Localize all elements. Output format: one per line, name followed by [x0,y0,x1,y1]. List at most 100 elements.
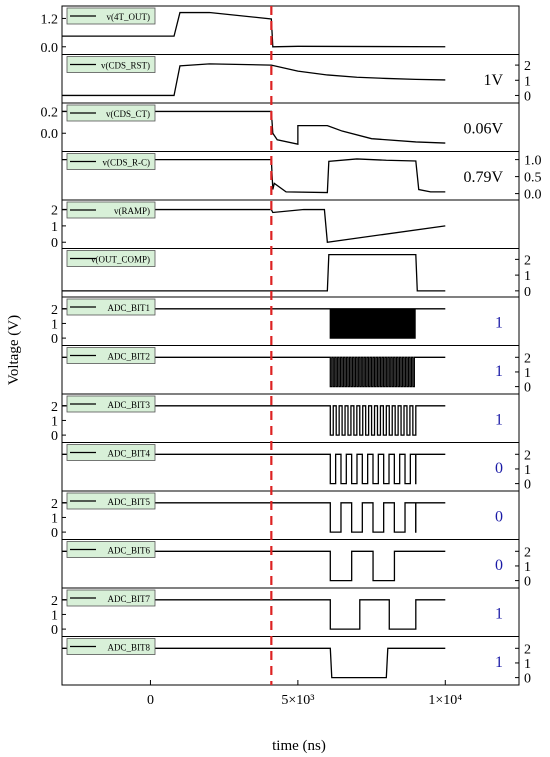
panel-4: 1.0 0.5 0.0 v(CDS_R-C) 0.79V [61,151,542,203]
legend-box [66,395,156,413]
annotation-14: 1 [495,654,503,671]
y-ticks: 0.20.0 [41,105,66,142]
y-ticks: 210 [51,594,66,638]
legend-label: ADC_BIT7 [108,594,151,604]
legend-label: ADC_BIT6 [108,546,151,556]
legend-box [66,541,156,558]
legend-box [66,104,156,122]
y-tick-label: 2 [524,642,531,657]
y-tick-label: 0 [51,332,58,347]
x-tick-label: 1×10⁴ [428,693,462,708]
panel-2: 210 v(CDS_RST) 1V [61,54,531,104]
waveform-adc-bit8 [62,647,446,679]
legend-adc-bit7: ADC_BIT7 [66,589,156,607]
y-tick-label: 2 [51,204,58,219]
panel-5: 210 v(RAMP) [51,199,520,251]
x-axis-label: time (ns) [272,738,326,754]
legend-adc-bit2: ADC_BIT2 [66,347,156,364]
legend-label: v(CDS_CT) [106,109,150,119]
y-tick-label: 1 [524,74,531,89]
panel-13: 210 ADC_BIT7 1 [51,587,520,638]
y-tick-label: 0 [51,429,58,444]
y-ticks: 210 [515,545,531,590]
y-tick-label: 0 [524,285,531,300]
y-tick-label: 0 [524,478,531,493]
annotation-11: 0 [495,508,503,525]
legend-adc-bit3: ADC_BIT3 [66,395,156,413]
y-tick-label: 1 [524,657,531,672]
legend-box [66,347,156,364]
y-tick-label: 0 [51,526,58,541]
panel-10: 210 ADC_BIT4 0 [61,442,531,493]
legend-adc-bit4: ADC_BIT4 [66,444,156,461]
annotation-12: 0 [495,557,503,574]
y-tick-label: 0.0 [41,127,59,142]
y-tick-label: 0.0 [41,41,59,56]
y-tick-label: 2 [524,253,531,268]
legend-label: v(RAMP) [114,206,150,216]
y-tick-label: 2 [524,59,531,74]
waveform-adc-bit1 [62,308,446,339]
y-tick-label: 2 [524,545,531,560]
y-ticks: 210 [51,303,66,347]
x-tick-label: 0 [147,693,154,708]
y-tick-label: 2 [51,497,58,512]
y-tick-label: 1 [51,511,58,526]
panel-6: 210 v(OUT_COMP) [61,248,531,300]
legend-box [66,638,156,655]
annotation-4: 0.79V [463,169,503,186]
annotation-3: 0.06V [463,120,503,137]
legend-box [66,589,156,607]
y-tick-label: 1 [524,463,531,478]
y-tick-label: 2 [51,594,58,609]
y-tick-label: 0.5 [524,171,542,186]
y-tick-label: 1 [51,608,58,623]
y-tick-label: 2 [51,400,58,415]
y-ticks: 210 [515,448,531,493]
x-tick-label: 5×10³ [281,693,314,708]
legend-adc-bit5: ADC_BIT5 [66,492,156,510]
legend-label: ADC_BIT4 [108,449,151,459]
y-tick-label: 0 [524,89,531,104]
legend-box [66,492,156,510]
legend-label: v(CDS_RST) [101,61,150,71]
legend-box [66,444,156,461]
legend-box [66,56,156,73]
legend-label: v(CDS_R-C) [102,158,150,168]
legend-adc-bit8: ADC_BIT8 [66,638,156,655]
legend-label: v(OUT_COMP) [91,255,150,265]
panel-1: 1.2 0.0 v(4T_OUT) [41,5,520,56]
legend-label: ADC_BIT5 [108,497,151,507]
y-tick-label: 1 [524,366,531,381]
legend-box [66,153,156,170]
legend-adc-bit6: ADC_BIT6 [66,541,156,558]
legend-label: ADC_BIT8 [108,643,151,653]
legend-v-4t-out-: v(4T_OUT) [66,7,156,25]
legend-v-ramp-: v(RAMP) [66,201,156,219]
y-tick-label: 1 [51,414,58,429]
annotation-2: 1V [483,72,503,89]
y-ticks: 210 [515,351,531,396]
y-tick-label: 2 [51,303,58,318]
legend-adc-bit1: ADC_BIT1 [66,298,156,316]
legend-label: ADC_BIT3 [108,400,151,410]
waveform-v-cds-ct- [62,110,446,145]
legend-label: ADC_BIT2 [108,352,151,362]
y-tick-label: 1.0 [524,154,542,169]
y-ticks: 210 [51,497,66,541]
y-tick-label: 0 [524,575,531,590]
y-tick-label: 1.2 [41,12,59,27]
panel-8: 210 ADC_BIT2 1 [61,345,531,396]
y-tick-label: 1 [524,560,531,575]
annotation-9: 1 [495,411,503,428]
legend-v-out-comp-: v(OUT_COMP) [66,250,156,267]
legend-v-cds-r-c-: v(CDS_R-C) [66,153,156,170]
waveform-v-cds-rst- [62,63,446,97]
legend-v-cds-rst-: v(CDS_RST) [66,56,156,73]
legend-box [66,201,156,219]
